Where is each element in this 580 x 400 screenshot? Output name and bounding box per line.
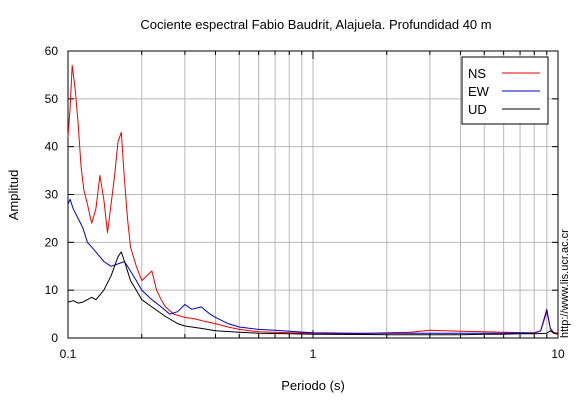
series-line-ns <box>67 64 559 335</box>
x-tick-label: 10 <box>551 347 565 361</box>
series-layer <box>67 64 559 336</box>
y-tick-label: 60 <box>45 44 59 58</box>
series-line-ew <box>67 198 559 335</box>
y-tick-label: 20 <box>45 235 59 249</box>
series-line-ud <box>67 251 559 336</box>
x-tick-label: 1 <box>310 347 317 361</box>
axis-ticks: 0 10 20 30 40 50 60 0.1 1 10 <box>45 44 565 361</box>
y-tick-label: 0 <box>51 331 58 345</box>
legend: NS EW UD <box>461 56 549 125</box>
legend-label-ew: EW <box>468 84 490 99</box>
y-axis-label: Amplitud <box>6 170 21 221</box>
legend-label-ud: UD <box>468 102 487 117</box>
y-tick-label: 30 <box>45 188 59 202</box>
chart-title: Cociente espectral Fabio Baudrit, Alajue… <box>140 17 491 32</box>
x-tick-label: 0.1 <box>60 347 77 361</box>
legend-label-ns: NS <box>468 66 486 81</box>
x-axis-label: Periodo (s) <box>281 378 345 393</box>
watermark-url: http://www.lis.ucr.ac.cr <box>559 229 571 338</box>
y-tick-label: 10 <box>45 283 59 297</box>
y-tick-label: 50 <box>45 92 59 106</box>
y-tick-label: 40 <box>45 140 59 154</box>
